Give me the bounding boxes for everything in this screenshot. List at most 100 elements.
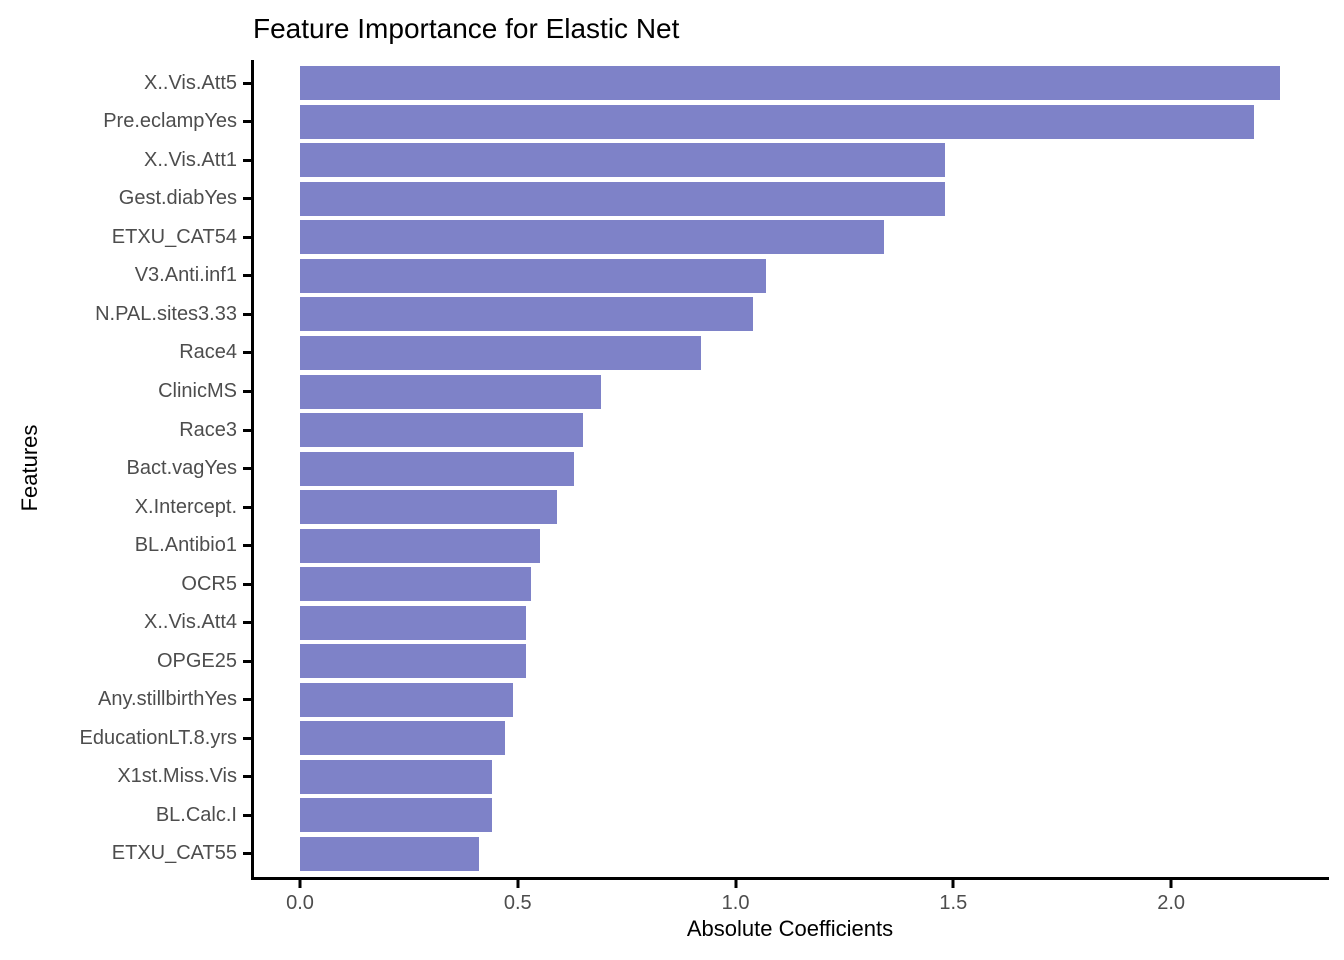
bar (300, 104, 1254, 139)
bar (300, 220, 884, 255)
y-tick-mark (243, 428, 251, 432)
y-tick-row: ClinicMS (0, 372, 251, 411)
y-tick-row: V3.Anti.inf1 (0, 257, 251, 296)
y-tick-mark (243, 698, 251, 702)
y-tick-row: BL.Antibio1 (0, 526, 251, 565)
y-tick-row: ETXU_CAT54 (0, 218, 251, 257)
y-tick-row: N.PAL.sites3.33 (0, 295, 251, 334)
x-axis: 0.0 0.5 1.0 1.5 2.0 (251, 880, 1329, 940)
bar-row (251, 488, 1329, 527)
y-tick-row: Any.stillbirthYes (0, 681, 251, 720)
y-tick-label: OPGE25 (156, 649, 237, 672)
y-tick-mark (243, 390, 251, 394)
y-tick-label: Any.stillbirthYes (98, 688, 237, 711)
y-tick-row: Race3 (0, 411, 251, 450)
bar-row (251, 526, 1329, 565)
y-tick-row: BL.Calc.I (0, 796, 251, 835)
y-axis-tick-labels: X..Vis.Att5 Pre.eclampYes X..Vis.Att1 Gest.… (0, 60, 251, 877)
y-tick-label: OCR5 (181, 572, 237, 595)
y-tick-label: Pre.eclampYes (103, 110, 237, 133)
bars-container (251, 60, 1329, 877)
y-tick-mark (243, 736, 251, 740)
y-tick-label: Race4 (179, 341, 237, 364)
bar (300, 605, 527, 640)
bar (300, 335, 701, 370)
bar-row (251, 411, 1329, 450)
bar-row (251, 295, 1329, 334)
y-tick-row: X1st.Miss.Vis (0, 758, 251, 797)
x-tick-label: 2.0 (1157, 892, 1186, 914)
bar (300, 721, 505, 756)
y-tick-mark (243, 351, 251, 355)
y-tick-mark (243, 120, 251, 124)
y-tick-label: N.PAL.sites3.33 (95, 302, 237, 325)
x-tick-label: 1.5 (939, 892, 968, 914)
y-tick-row: Bact.vagYes (0, 449, 251, 488)
y-tick-label: ETXU_CAT54 (111, 225, 237, 248)
y-axis-line (251, 60, 254, 880)
bar (300, 181, 945, 216)
y-tick-label: Bact.vagYes (126, 457, 237, 480)
bar-row (251, 603, 1329, 642)
chart-title: Feature Importance for Elastic Net (253, 13, 680, 44)
bar (300, 759, 492, 794)
y-tick-label: X1st.Miss.Vis (117, 765, 237, 788)
bar-row (251, 796, 1329, 835)
bar (300, 567, 531, 602)
y-tick-mark (243, 274, 251, 278)
y-tick-row: X.Intercept. (0, 488, 251, 527)
bar (300, 451, 575, 486)
x-tick-label: 0.5 (503, 892, 532, 914)
bar (300, 374, 601, 409)
y-tick-mark (243, 467, 251, 471)
y-tick-mark (243, 312, 251, 316)
bar (300, 798, 492, 833)
bar-row (251, 565, 1329, 604)
bar (300, 836, 479, 871)
y-tick-label: EducationLT.8.yrs (79, 726, 238, 749)
x-tick-mark (1169, 880, 1173, 888)
bar-row (251, 719, 1329, 758)
y-tick-mark (243, 158, 251, 162)
y-tick-label: Gest.diabYes (118, 187, 237, 210)
x-tick-mark (734, 880, 738, 888)
bar-row (251, 642, 1329, 681)
y-tick-mark (243, 659, 251, 663)
y-tick-mark (243, 235, 251, 239)
y-tick-mark (243, 197, 251, 201)
x-tick-mark (298, 880, 302, 888)
bar-row (251, 180, 1329, 219)
x-axis-line (251, 877, 1329, 880)
y-tick-row: Gest.diabYes (0, 180, 251, 219)
bar-row (251, 449, 1329, 488)
bar-row (251, 103, 1329, 142)
y-tick-mark (243, 813, 251, 817)
x-tick-mark (951, 880, 955, 888)
y-tick-row: X..Vis.Att1 (0, 141, 251, 180)
y-tick-mark (243, 852, 251, 856)
y-tick-mark (243, 544, 251, 548)
y-tick-mark (243, 582, 251, 586)
x-tick-mark (516, 880, 520, 888)
y-tick-row: OCR5 (0, 565, 251, 604)
y-tick-row: X..Vis.Att5 (0, 64, 251, 103)
y-tick-row: X..Vis.Att4 (0, 603, 251, 642)
y-tick-label: Race3 (179, 418, 237, 441)
bar (300, 413, 584, 448)
bar-row (251, 334, 1329, 373)
y-tick-mark (243, 81, 251, 85)
y-tick-mark (243, 505, 251, 509)
x-tick-label: 1.0 (721, 892, 750, 914)
y-tick-label: BL.Antibio1 (134, 534, 237, 557)
y-tick-label: V3.Anti.inf1 (134, 264, 237, 287)
y-tick-mark (243, 621, 251, 625)
bar-row (251, 218, 1329, 257)
bar (300, 682, 514, 717)
bar (300, 258, 767, 293)
y-tick-label: ClinicMS (158, 380, 237, 403)
y-tick-label: BL.Calc.I (155, 803, 237, 826)
bar-row (251, 681, 1329, 720)
bar (300, 297, 753, 332)
y-tick-label: ETXU_CAT55 (111, 842, 237, 865)
